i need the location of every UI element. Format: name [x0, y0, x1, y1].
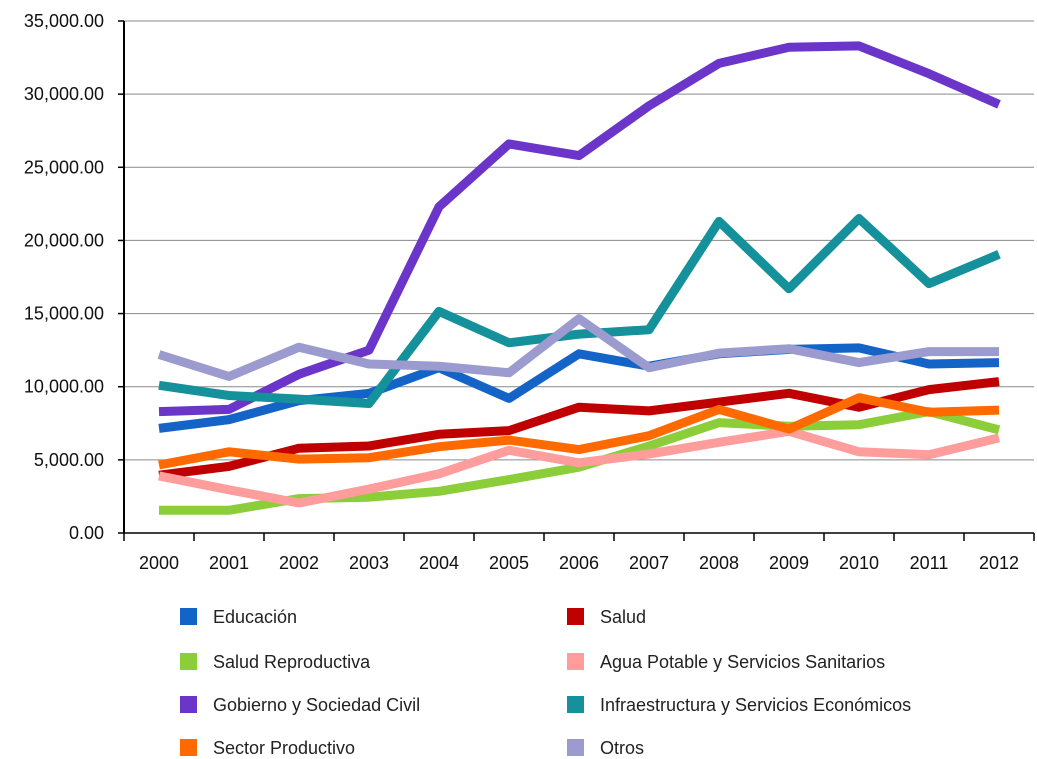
legend-swatch-salud	[567, 608, 584, 625]
x-tick-label: 2008	[699, 553, 739, 573]
x-tick-label: 2011	[910, 553, 949, 573]
y-tick-label: 15,000.00	[24, 304, 104, 324]
x-tick-label: 2006	[559, 553, 599, 573]
x-tick-label: 2004	[419, 553, 459, 573]
y-tick-label: 35,000.00	[24, 11, 104, 31]
legend-swatch-infraestructura-y-servicios-economicos	[567, 696, 584, 713]
legend: Educación Salud Salud Reproductiva Agua Pot…	[180, 607, 911, 758]
legend-label-salud: Salud	[600, 607, 646, 627]
x-tick-labels: 2000 2001 2002 2003 2004 2005 2006 2007 2008 2009…	[139, 553, 1019, 573]
legend-swatch-salud-reproductiva	[180, 653, 197, 670]
legend-label-otros: Otros	[600, 738, 644, 758]
y-tick-labels: 0.00 5,000.00 10,000.00 15,000.00 20,000.00 2…	[24, 11, 104, 543]
legend-swatch-sector-productivo	[180, 739, 197, 756]
series-line-agua-potable-y-servicios-sanitarios	[158, 426, 1001, 508]
x-tick-label: 2001	[209, 553, 249, 573]
series-line-salud	[158, 377, 1000, 480]
y-tick-label: 20,000.00	[24, 230, 104, 250]
y-tick-label: 10,000.00	[24, 377, 104, 397]
x-tick-label: 2002	[279, 553, 319, 573]
x-tick-label: 2012	[979, 553, 1019, 573]
y-tick-label: 30,000.00	[24, 84, 104, 104]
series-line-gobierno-y-sociedad-civil	[158, 41, 1001, 417]
legend-label-gobierno-y-sociedad-civil: Gobierno y Sociedad Civil	[213, 695, 420, 715]
series-line-otros	[157, 314, 999, 381]
y-tick-label: 5,000.00	[34, 450, 104, 470]
legend-label-sector-productivo: Sector Productivo	[213, 738, 355, 758]
y-tick-label: 25,000.00	[24, 157, 104, 177]
x-tick-label: 2005	[489, 553, 529, 573]
legend-swatch-educacion	[180, 608, 197, 625]
x-tick-label: 2000	[139, 553, 179, 573]
legend-swatch-otros	[567, 739, 584, 756]
series-layer	[157, 41, 1001, 515]
legend-label-educacion: Educación	[213, 607, 297, 627]
x-tick-label: 2007	[629, 553, 669, 573]
legend-label-infraestructura-y-servicios-economicos: Infraestructura y Servicios Económicos	[600, 695, 911, 715]
y-tick-label: 0.00	[69, 523, 104, 543]
series-line-sector-productivo	[158, 393, 1000, 470]
x-tick-label: 2010	[839, 553, 879, 573]
x-tick-label: 2009	[769, 553, 809, 573]
legend-label-agua-potable-y-servicios-sanitarios: Agua Potable y Servicios Sanitarios	[600, 652, 885, 672]
legend-label-salud-reproductiva: Salud Reproductiva	[213, 652, 371, 672]
axis-layer	[118, 20, 1035, 541]
series-line-infraestructura-y-servicios-economicos	[158, 214, 1001, 408]
x-tick-label: 2003	[349, 553, 389, 573]
legend-swatch-gobierno-y-sociedad-civil	[180, 696, 197, 713]
legend-swatch-agua-potable-y-servicios-sanitarios	[567, 653, 584, 670]
